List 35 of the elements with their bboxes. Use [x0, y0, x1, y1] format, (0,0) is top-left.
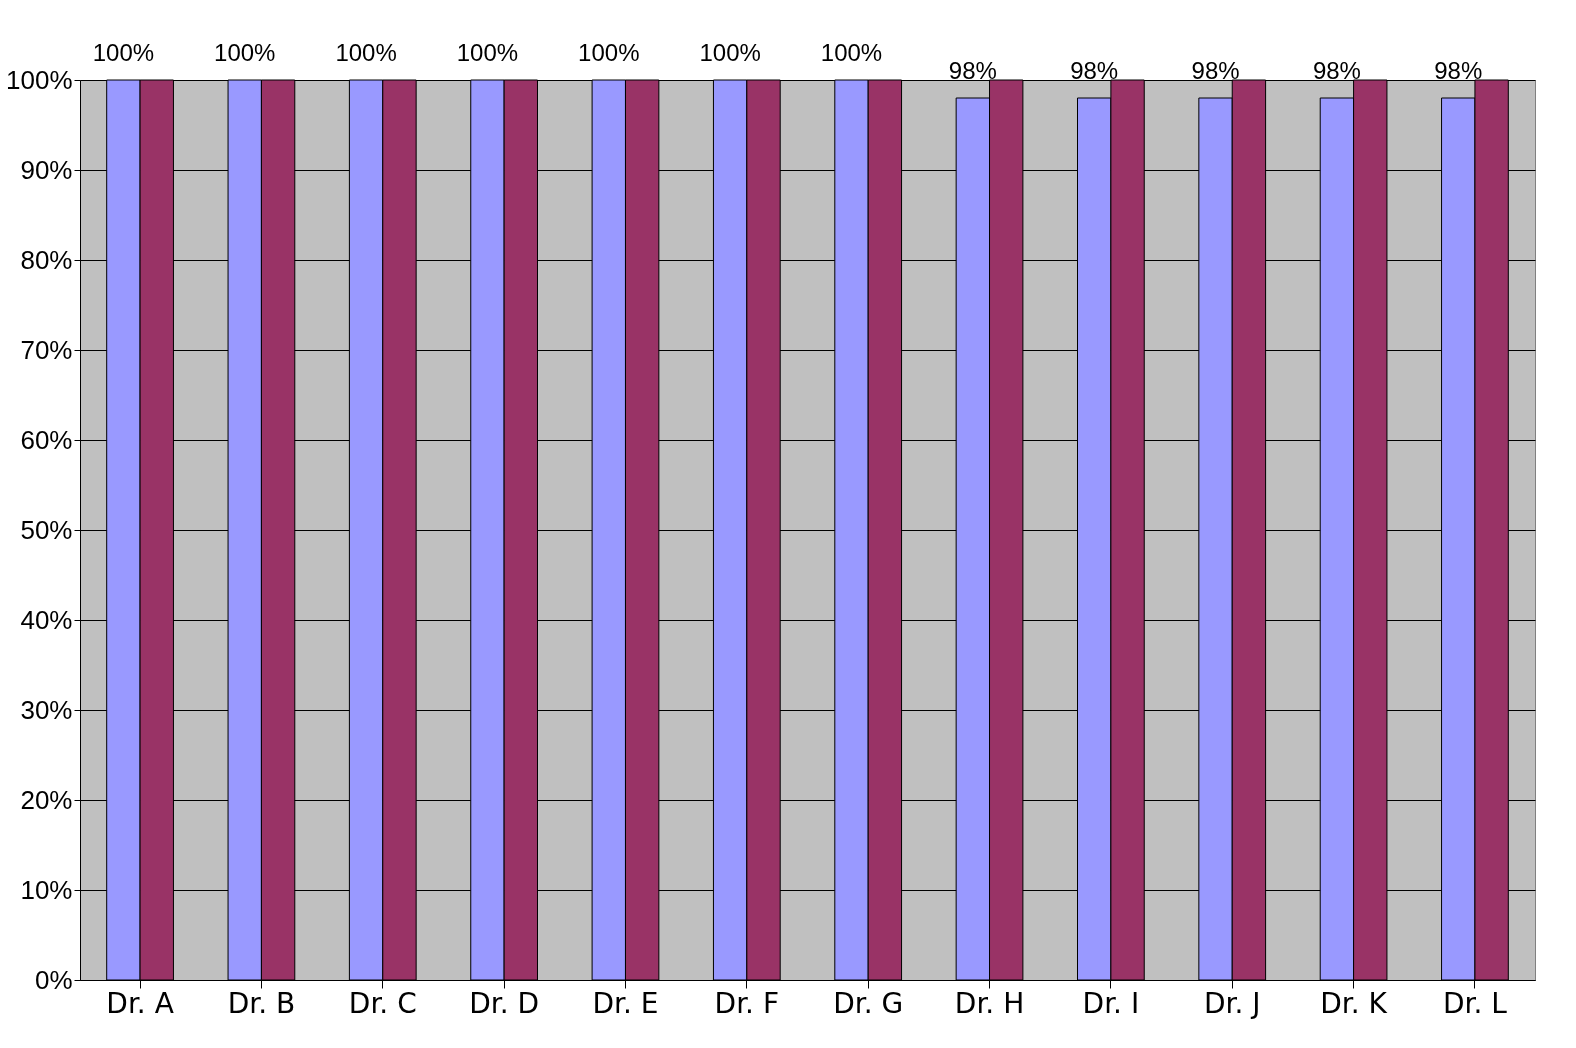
data-label: 100% — [456, 39, 519, 66]
y-tick-label: 40% — [20, 604, 73, 635]
data-label: 98% — [1070, 57, 1119, 84]
data-label: 98% — [1191, 57, 1240, 84]
data-label: 98% — [1434, 57, 1483, 84]
data-label: 100% — [820, 39, 883, 66]
data-label: 98% — [1312, 57, 1361, 84]
x-tick-label: Dr. A — [106, 986, 174, 1020]
y-tick-label: 10% — [20, 874, 73, 905]
x-tick-label: Dr. E — [592, 986, 659, 1020]
y-tick-label: 50% — [20, 514, 73, 545]
y-tick-label: 60% — [20, 424, 73, 455]
y-tick-label: 80% — [20, 244, 73, 275]
data-label: 100% — [92, 39, 155, 66]
x-tick-label: Dr. I — [1082, 986, 1140, 1020]
data-label: 100% — [578, 39, 640, 66]
x-tick-label: Dr. J — [1203, 986, 1261, 1020]
x-tick-label: Dr. H — [954, 986, 1025, 1020]
x-tick-label: Dr. B — [227, 986, 296, 1020]
x-tick-label: Dr. G — [833, 986, 904, 1020]
x-tick-label: Dr. C — [348, 986, 417, 1020]
x-tick-label: Dr. D — [469, 986, 540, 1020]
data-label: 100% — [214, 39, 276, 66]
y-tick-label: 20% — [20, 784, 73, 815]
y-tick-label: 90% — [20, 154, 73, 185]
data-label: 100% — [699, 39, 761, 66]
data-label: 98% — [948, 57, 997, 84]
x-tick-label: Dr. K — [1320, 986, 1388, 1020]
x-tick-label: Dr. L — [1442, 986, 1508, 1020]
y-tick-label: 30% — [20, 694, 73, 725]
data-label: 100% — [335, 39, 397, 66]
y-tick-label: 0% — [34, 964, 73, 995]
x-tick-label: Dr. F — [714, 986, 780, 1020]
y-tick-label: 70% — [20, 334, 73, 365]
y-tick-label: 100% — [6, 64, 73, 95]
